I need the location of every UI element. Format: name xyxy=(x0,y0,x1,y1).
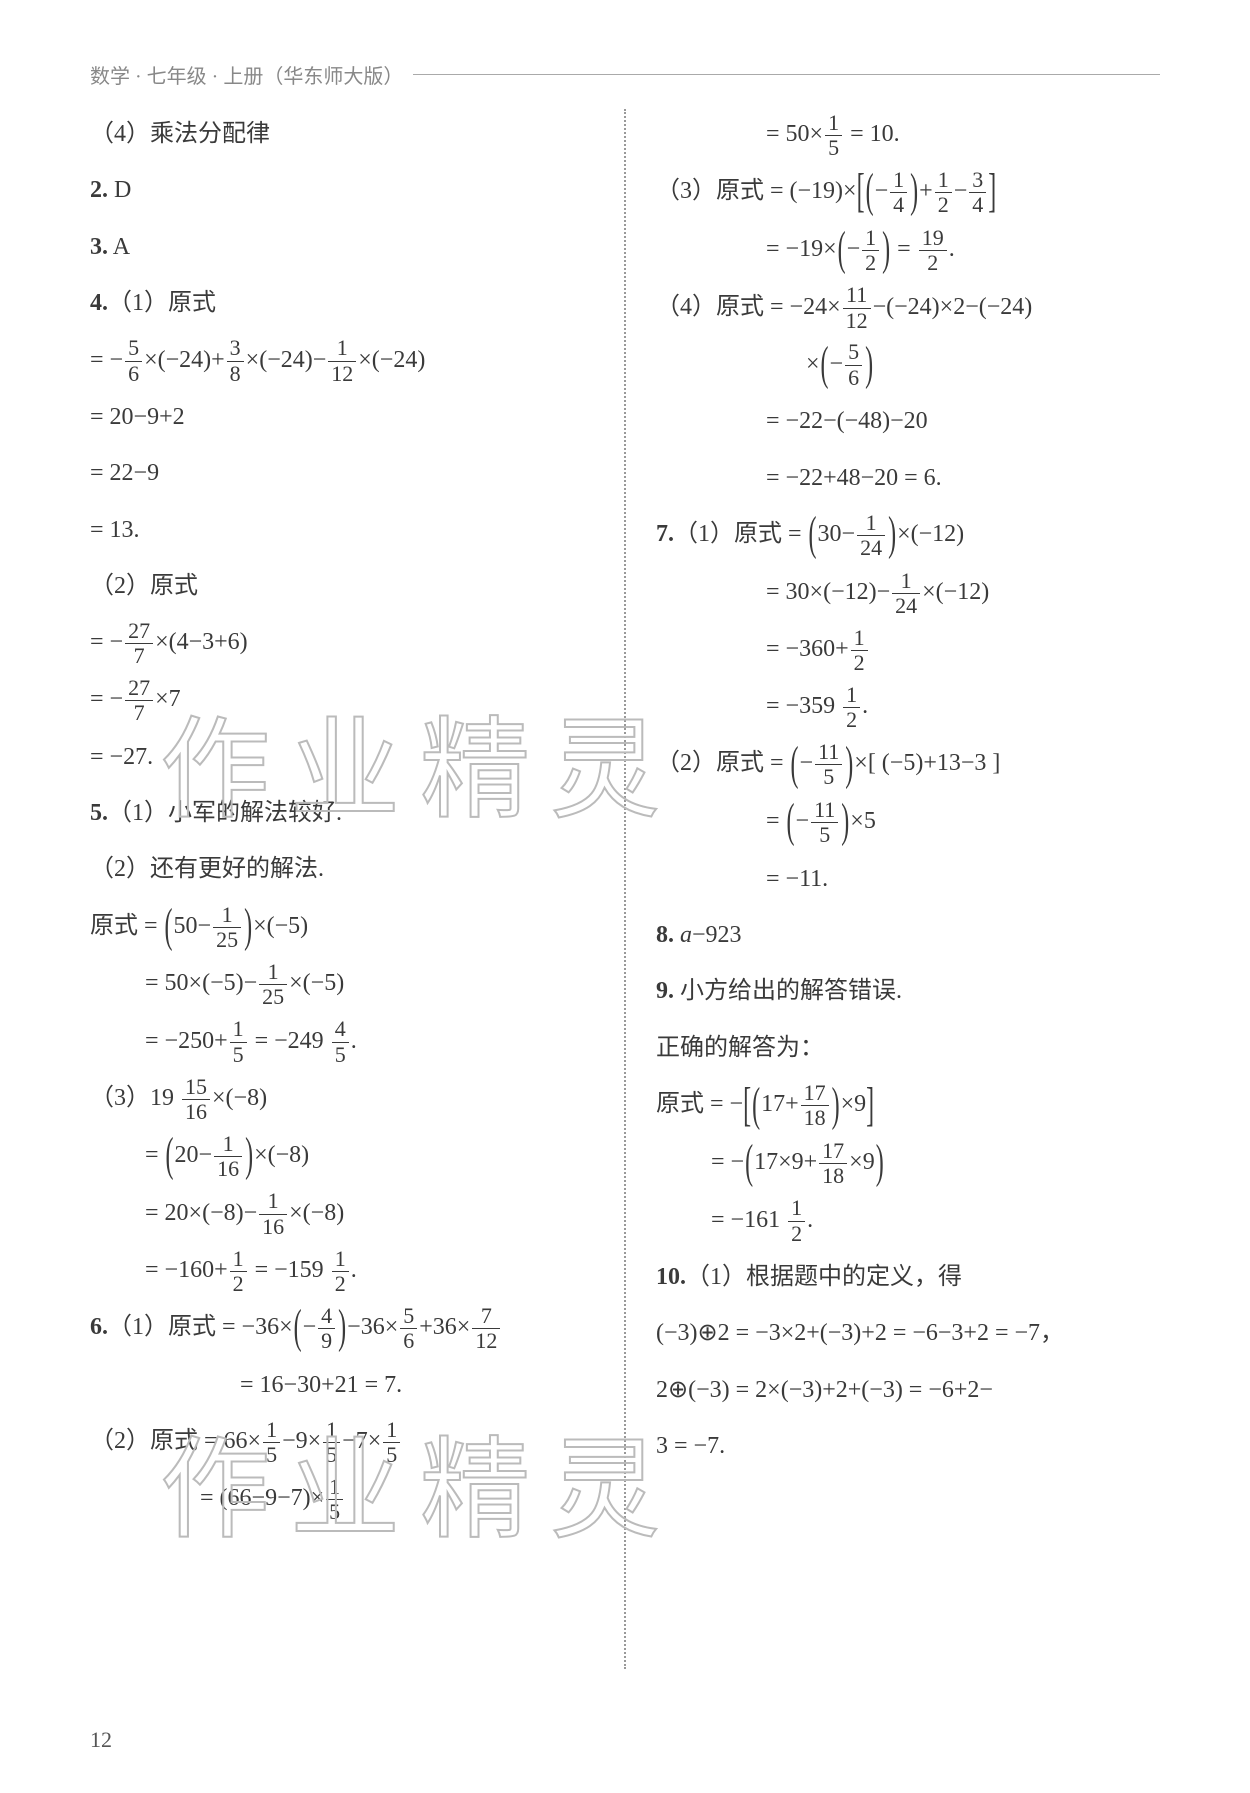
math-line: 6.（1）原式 = −36×(−49)−36×56+36×712 xyxy=(90,1302,594,1354)
math-line: = −(17×9+1718×9) xyxy=(656,1137,1160,1189)
page-header: 数学 · 七年级 · 上册（华东师大版） xyxy=(90,60,1160,89)
math-line: = 22−9 xyxy=(90,448,594,498)
text-line: 5.（1）小军的解法较好. xyxy=(90,788,594,838)
math-line: = −22−(−48)−20 xyxy=(656,396,1160,446)
math-line: （4）原式 = −24×1112−(−24)×2−(−24) xyxy=(656,282,1160,333)
math-line: = −360+12 xyxy=(656,624,1160,675)
text-line: 正确的解答为： xyxy=(656,1023,1160,1073)
page-number: 12 xyxy=(90,1727,112,1753)
text-line: 10.（1）根据题中的定义，得 xyxy=(656,1252,1160,1302)
math-line: 3 = −7. xyxy=(656,1421,1160,1471)
math-line: 7.（1）原式 = (30−124)×(−12) xyxy=(656,509,1160,561)
left-column: （4）乘法分配律 2. D 3. A 4.（1）原式 = −56×(−24)+3… xyxy=(90,109,594,1669)
header-rule xyxy=(413,74,1160,75)
math-line: = −277×(4−3+6) xyxy=(90,617,594,668)
math-line: 原式 = (50−125)×(−5) xyxy=(90,901,594,953)
text-line: 9. 小方给出的解答错误. xyxy=(656,966,1160,1016)
math-line: = −11. xyxy=(656,854,1160,904)
text-line: 8. a−923 xyxy=(656,910,1160,960)
math-line: = −359 12. xyxy=(656,681,1160,732)
math-line: = 13. xyxy=(90,505,594,555)
math-line: = −56×(−24)+38×(−24)−112×(−24) xyxy=(90,335,594,386)
math-line: ×(−56) xyxy=(656,339,1160,391)
text-line: （2）原式 xyxy=(90,561,594,611)
text-line: （4）乘法分配律 xyxy=(90,109,594,159)
column-divider xyxy=(624,109,626,1669)
right-column: = 50×15 = 10. （3）原式 = (−19)×[(−14)+12−34… xyxy=(656,109,1160,1669)
math-line: （3）原式 = (−19)×[(−14)+12−34] xyxy=(656,166,1160,218)
math-line: 2⊕(−3) = 2×(−3)+2+(−3) = −6+2− xyxy=(656,1365,1160,1415)
math-line: = −161 12. xyxy=(656,1195,1160,1246)
math-line: = (20−116)×(−8) xyxy=(90,1130,594,1182)
math-line: = 20−9+2 xyxy=(90,392,594,442)
math-line: 原式 = −[(17+1718)×9] xyxy=(656,1079,1160,1131)
math-line: （2）原式 = (−115)×[ (−5)+13−3 ] xyxy=(656,738,1160,790)
math-line: = −27. xyxy=(90,732,594,782)
math-line: = (−115)×5 xyxy=(656,796,1160,848)
math-line: = −19×(−12) = 192. xyxy=(656,224,1160,276)
math-line: = 50×15 = 10. xyxy=(656,109,1160,160)
text-line: 3. A xyxy=(90,222,594,272)
text-line: 2. D xyxy=(90,165,594,215)
math-line: = −22+48−20 = 6. xyxy=(656,453,1160,503)
math-line: （2）原式 = 66×15−9×15−7×15 xyxy=(90,1416,594,1467)
text-line: 4.（1）原式 xyxy=(90,278,594,328)
math-line: = −277×7 xyxy=(90,674,594,725)
math-line: (−3)⊕2 = −3×2+(−3)+2 = −6−3+2 = −7， xyxy=(656,1308,1160,1358)
header-text: 数学 · 七年级 · 上册（华东师大版） xyxy=(90,60,403,89)
math-line: = 30×(−12)−124×(−12) xyxy=(656,567,1160,618)
math-line: = (66−9−7)×15 xyxy=(90,1473,594,1524)
content-columns: （4）乘法分配律 2. D 3. A 4.（1）原式 = −56×(−24)+3… xyxy=(90,109,1160,1669)
math-line: = −250+15 = −249 45. xyxy=(90,1016,594,1067)
